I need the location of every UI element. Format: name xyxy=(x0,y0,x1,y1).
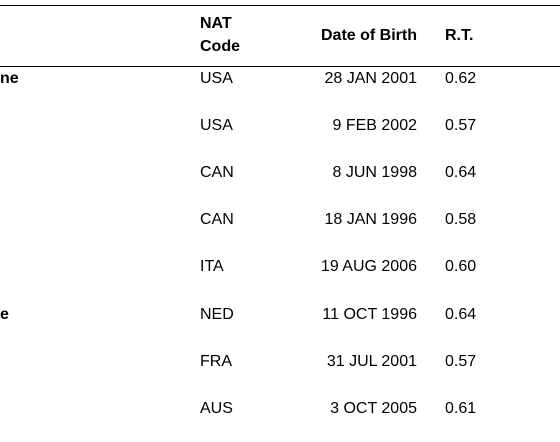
date-of-birth: 18 JAN 1996 xyxy=(324,211,417,229)
reaction-time: 0.64 xyxy=(445,164,477,182)
reaction-time: 0.60 xyxy=(445,258,477,276)
date-of-birth: 8 JUN 1998 xyxy=(332,164,418,182)
reaction-time: 0.58 xyxy=(445,211,477,229)
date-of-birth: 3 OCT 2005 xyxy=(330,399,417,417)
date-of-birth: 31 JUL 2001 xyxy=(326,352,417,370)
header-rt: R.T. xyxy=(445,27,474,44)
athlete-name: e xyxy=(0,305,9,323)
header-nat-line: Code xyxy=(200,38,240,55)
nat-code: CAN xyxy=(200,211,234,229)
header-dob: Date of Birth xyxy=(321,27,417,44)
reaction-time: 0.64 xyxy=(445,305,477,323)
reaction-time: 0.62 xyxy=(445,70,477,87)
reaction-time: 0.57 xyxy=(445,352,477,370)
nat-code: USA xyxy=(200,117,233,135)
nat-code: FRA xyxy=(200,352,232,370)
date-of-birth: 11 OCT 1996 xyxy=(322,305,417,323)
date-of-birth: 28 JAN 2001 xyxy=(324,70,417,87)
nat-code: ITA xyxy=(200,258,224,276)
header-nat-line: NAT xyxy=(200,15,232,32)
date-of-birth: 19 AUG 2006 xyxy=(320,258,417,276)
reaction-time: 0.57 xyxy=(445,117,477,135)
nat-code: USA xyxy=(200,70,233,87)
athlete-name: ne xyxy=(0,70,19,87)
nat-code: AUS xyxy=(200,399,233,417)
nat-code: CAN xyxy=(200,164,234,182)
nat-code: NED xyxy=(200,305,234,323)
reaction-time: 0.61 xyxy=(445,399,477,417)
top-rule xyxy=(0,5,560,6)
header-rule xyxy=(0,66,560,67)
date-of-birth: 9 FEB 2002 xyxy=(332,117,418,135)
